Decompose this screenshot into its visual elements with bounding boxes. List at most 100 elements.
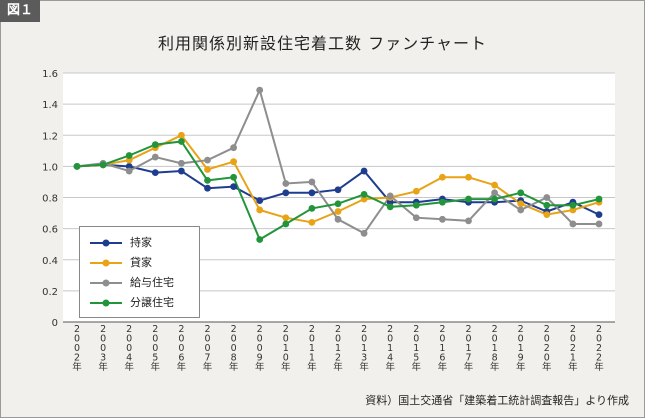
data-point-3 [386,203,394,211]
data-point-0 [151,169,159,177]
data-point-2 [360,229,368,237]
chart-title: 利用関係別新設住宅着工数 ファンチャート [158,34,487,53]
legend-marker-kashiya [90,259,122,267]
data-point-3 [73,162,81,170]
data-point-1 [204,166,211,173]
data-point-2 [386,192,394,200]
data-point-3 [465,195,472,203]
y-tick-label: 1.2 [42,131,58,142]
y-tick-label: 0.6 [42,225,58,236]
data-point-3 [151,141,159,148]
legend-marker-kyuyo [90,279,122,287]
data-point-1 [334,208,342,215]
data-point-2 [595,220,603,228]
data-point-1 [517,200,525,208]
data-point-2 [151,153,159,161]
data-point-1 [569,206,577,214]
legend-label-kashiya: 貸家 [130,256,152,269]
data-point-2 [334,215,342,223]
data-point-3 [125,152,133,159]
y-tick-label: 1.4 [42,100,58,111]
data-point-3 [412,201,420,209]
data-point-1 [178,131,185,139]
data-point-0 [308,189,316,197]
data-point-3 [99,161,107,169]
data-point-3 [491,195,498,203]
data-point-2 [282,180,290,187]
data-point-2 [491,189,498,197]
data-point-2 [230,144,238,152]
data-point-2 [125,167,133,175]
y-tick-label: 1.6 [42,69,58,80]
data-point-1 [465,173,472,181]
data-point-0 [595,211,603,219]
data-point-1 [412,187,420,195]
data-point-2 [543,194,551,201]
data-point-3 [308,204,316,212]
data-point-0 [125,162,133,170]
y-tick-label: 1.0 [42,162,58,173]
data-point-2 [465,217,472,225]
data-point-3 [230,173,238,181]
data-point-2 [569,220,577,228]
data-point-3 [282,220,290,228]
legend-item-mochiie: 持家 [88,235,196,251]
legend-label-mochiie: 持家 [130,236,152,249]
data-point-2 [439,215,446,223]
data-point-3 [569,201,577,209]
data-point-0 [334,186,342,194]
data-point-3 [595,195,603,203]
data-point-1 [256,206,264,214]
data-point-0 [230,183,238,191]
data-point-2 [517,206,525,214]
data-point-1 [125,156,133,164]
data-point-2 [412,214,420,222]
data-point-1 [282,214,290,222]
legend-label-bunjo: 分譲住宅 [130,296,174,309]
y-tick-label: 0 [52,318,58,329]
legend-item-kashiya: 貸家 [88,255,196,271]
legend-label-kyuyo: 給与住宅 [130,276,174,289]
legend-marker-bunjo [90,299,122,307]
data-point-0 [256,197,264,205]
data-point-2 [256,86,264,94]
data-point-3 [204,176,211,184]
data-point-1 [491,181,498,189]
data-point-3 [334,200,342,208]
data-point-3 [439,198,446,206]
data-point-1 [543,211,551,219]
data-point-0 [360,167,368,175]
data-point-1 [439,173,446,181]
data-point-3 [360,190,368,198]
source-note: 資料）国土交通省「建築着工統計調査報告」より作成 [365,394,629,407]
data-point-1 [230,158,238,166]
data-point-2 [308,178,316,186]
data-point-0 [204,184,211,192]
figure-label: 図１ [0,0,40,22]
data-point-3 [543,201,551,209]
legend-marker-mochiie [90,239,122,247]
y-tick-label: 0.8 [42,194,58,205]
data-point-2 [204,156,211,164]
data-point-0 [178,167,185,175]
data-point-1 [360,195,368,203]
legend-item-kyuyo: 給与住宅 [88,275,196,291]
